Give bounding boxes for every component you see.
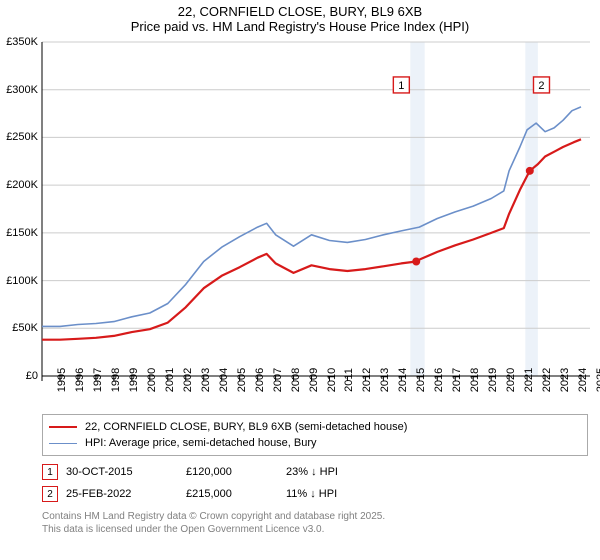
chart-title-address: 22, CORNFIELD CLOSE, BURY, BL9 6XB — [0, 4, 600, 19]
footnote-price: £120,000 — [186, 466, 286, 478]
y-tick-label: £200K — [6, 179, 38, 191]
attribution: Contains HM Land Registry data © Crown c… — [42, 510, 588, 536]
legend-row: 22, CORNFIELD CLOSE, BURY, BL9 6XB (semi… — [49, 419, 581, 435]
footnote-marker: 1 — [42, 464, 58, 480]
footnote-date: 25-FEB-2022 — [66, 488, 186, 500]
y-tick-label: £100K — [6, 275, 38, 287]
x-tick-label: 2025 — [581, 368, 600, 392]
attribution-line1: Contains HM Land Registry data © Crown c… — [42, 510, 588, 523]
legend-row: HPI: Average price, semi-detached house,… — [49, 435, 581, 451]
footnote-delta: 23% ↓ HPI — [286, 466, 396, 478]
legend-label: 22, CORNFIELD CLOSE, BURY, BL9 6XB (semi… — [85, 421, 407, 433]
footnote-date: 30-OCT-2015 — [66, 466, 186, 478]
y-tick-label: £350K — [6, 36, 38, 48]
footnote-delta: 11% ↓ HPI — [286, 488, 396, 500]
y-tick-label: £0 — [26, 370, 38, 382]
attribution-line2: This data is licensed under the Open Gov… — [42, 523, 588, 536]
legend-swatch — [49, 426, 77, 428]
legend-swatch — [49, 443, 77, 444]
svg-text:1: 1 — [398, 80, 404, 92]
legend-label: HPI: Average price, semi-detached house,… — [85, 437, 317, 449]
svg-text:2: 2 — [538, 80, 544, 92]
y-tick-label: £300K — [6, 84, 38, 96]
chart-titles: 22, CORNFIELD CLOSE, BURY, BL9 6XB Price… — [0, 0, 600, 34]
chart-title-subtitle: Price paid vs. HM Land Registry's House … — [0, 19, 600, 34]
plot-svg: 12 — [42, 42, 590, 376]
chart-container: 22, CORNFIELD CLOSE, BURY, BL9 6XB Price… — [0, 0, 600, 560]
footnote-marker: 2 — [42, 486, 58, 502]
plot-area: 12 £0£50K£100K£150K£200K£250K£300K£350K1… — [42, 42, 590, 376]
footnotes-table: 1 30-OCT-2015£120,00023% ↓ HPI 2 25-FEB-202… — [42, 464, 588, 502]
y-tick-label: £250K — [6, 131, 38, 143]
y-tick-label: £150K — [6, 227, 38, 239]
legend-box: 22, CORNFIELD CLOSE, BURY, BL9 6XB (semi… — [42, 414, 588, 536]
footnote-price: £215,000 — [186, 488, 286, 500]
legend-series: 22, CORNFIELD CLOSE, BURY, BL9 6XB (semi… — [42, 414, 588, 456]
y-tick-label: £50K — [12, 322, 38, 334]
